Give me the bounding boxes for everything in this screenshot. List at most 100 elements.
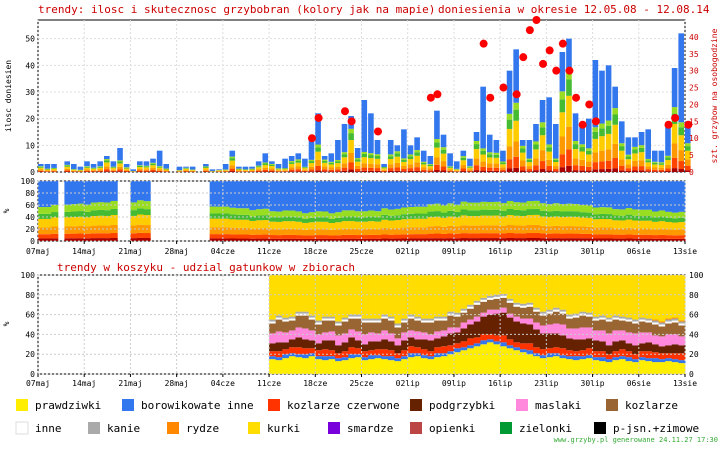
- report-bar-segment: [552, 171, 559, 172]
- basket-area-segment: [354, 331, 362, 341]
- x-tick-label: 07maj: [26, 379, 50, 388]
- legend-label: kozlarze czerwone: [287, 399, 400, 412]
- basket-area-segment: [519, 318, 528, 324]
- report-bar-segment: [625, 137, 632, 155]
- share-area-segment: [566, 238, 574, 241]
- report-bar-segment: [460, 157, 467, 161]
- share-area-segment: [374, 211, 382, 218]
- basket-area-segment: [539, 355, 547, 359]
- share-area-segment: [341, 221, 349, 229]
- share-area-segment: [90, 233, 98, 239]
- basket-area-segment: [460, 341, 468, 348]
- report-bar-segment: [407, 168, 414, 171]
- report-bar-segment: [137, 165, 143, 166]
- basket-area-segment: [387, 333, 396, 342]
- report-bar-segment: [137, 161, 143, 166]
- report-bar-segment: [361, 170, 368, 172]
- report-bar-segment: [460, 156, 467, 158]
- share-area-segment: [44, 218, 52, 228]
- report-bar-segment: [90, 168, 97, 169]
- share-area-segment: [275, 229, 283, 236]
- basket-area-segment: [592, 330, 600, 341]
- legend-swatch: [606, 399, 618, 411]
- share-area-segment: [605, 234, 613, 239]
- share-area-segment: [665, 181, 673, 212]
- basket-area-segment: [645, 332, 653, 343]
- x-tick-label: 02lip: [396, 379, 420, 388]
- report-bar-segment: [123, 164, 130, 168]
- report-bar-segment: [572, 170, 579, 172]
- share-area-segment: [414, 218, 422, 228]
- basket-area-segment: [308, 319, 316, 331]
- basket-area-segment: [552, 333, 561, 348]
- share-area-segment: [44, 234, 52, 239]
- report-bar-segment: [64, 170, 71, 172]
- report-bar-segment: [348, 128, 354, 134]
- report-bar-segment: [678, 122, 684, 128]
- legend-label: zielonki: [519, 422, 572, 435]
- basket-area-segment: [605, 333, 613, 346]
- report-bar-segment: [38, 169, 44, 171]
- report-bar-segment: [526, 162, 533, 167]
- basket-area-segment: [434, 347, 442, 354]
- share-area-segment: [262, 208, 270, 216]
- report-bar-segment: [354, 159, 361, 162]
- basket-area-segment: [500, 342, 508, 347]
- share-area-segment: [269, 211, 277, 218]
- report-bar-segment: [262, 153, 269, 163]
- basket-area-segment: [572, 351, 580, 357]
- report-bar-segment: [90, 171, 97, 172]
- share-area-segment: [453, 204, 462, 212]
- report-bar-segment: [559, 167, 566, 172]
- report-bar-segment: [500, 162, 506, 165]
- basket-area-segment: [500, 295, 508, 298]
- report-bar-segment: [651, 150, 658, 162]
- report-bar-segment: [579, 126, 585, 145]
- report-bar-segment: [447, 169, 453, 171]
- share-area-segment: [533, 232, 541, 238]
- share-area-segment: [137, 232, 145, 238]
- report-bar-segment: [288, 171, 295, 172]
- share-area-segment: [374, 238, 382, 241]
- share-area-segment: [671, 238, 679, 241]
- share-area-segment: [38, 218, 46, 228]
- report-bar-segment: [242, 166, 249, 170]
- basket-area-segment: [638, 343, 646, 352]
- share-area-segment: [77, 238, 85, 241]
- share-area-segment: [255, 215, 263, 221]
- basket-area-segment: [321, 316, 329, 319]
- report-bar-segment: [255, 167, 262, 170]
- share-area-segment: [255, 228, 263, 235]
- basket-area-segment: [434, 353, 442, 358]
- share-area-segment: [585, 205, 594, 213]
- basket-area-segment: [519, 352, 528, 374]
- basket-area-segment: [579, 356, 587, 360]
- report-bar-segment: [625, 154, 632, 157]
- report-bar-segment: [394, 151, 401, 154]
- report-bar-segment: [506, 159, 513, 169]
- report-bar-segment: [671, 107, 678, 114]
- report-bar-segment: [480, 170, 486, 172]
- report-bar-segment: [282, 158, 288, 169]
- report-bar-segment: [229, 150, 236, 157]
- basket-area-segment: [651, 322, 660, 325]
- report-bar-segment: [625, 170, 632, 172]
- basket-area-segment: [678, 363, 686, 374]
- share-area-segment: [506, 181, 514, 201]
- share-area-segment: [348, 181, 356, 211]
- share-area-segment: [665, 235, 673, 239]
- report-bar-segment: [473, 140, 480, 145]
- basket-y2-tick-label: 40: [689, 330, 699, 339]
- report-bar-segment: [605, 168, 612, 172]
- legend-label: maslaki: [535, 399, 581, 412]
- basket-area-segment: [420, 339, 429, 350]
- report-bar-segment: [295, 162, 302, 167]
- basket-area-segment: [427, 320, 435, 323]
- basket-area-segment: [328, 320, 336, 332]
- basket-area-segment: [460, 310, 468, 313]
- share-area-segment: [90, 216, 98, 226]
- report-bar-segment: [486, 134, 493, 153]
- basket-area-segment: [354, 318, 362, 332]
- basket-area-segment: [321, 275, 329, 317]
- basket-area-segment: [473, 337, 481, 344]
